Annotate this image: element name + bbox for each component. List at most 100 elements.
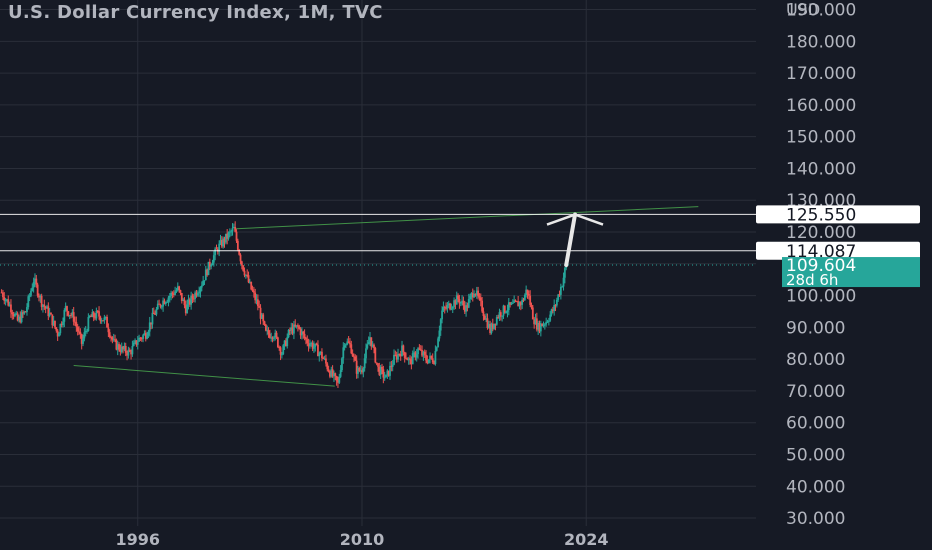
candle-body <box>345 344 347 346</box>
candle-body <box>333 373 335 377</box>
candle-body <box>301 331 303 336</box>
arrow-head[interactable] <box>546 213 604 226</box>
candle-body <box>216 248 219 252</box>
candle-body <box>0 292 3 294</box>
candle-body <box>212 255 215 263</box>
candle-body <box>46 306 48 309</box>
candle-body <box>163 300 166 304</box>
candle-body <box>515 301 518 303</box>
candle-body <box>354 356 357 361</box>
candle-body <box>236 240 239 250</box>
candle-body <box>313 346 315 349</box>
candle-body <box>280 354 283 356</box>
candle-body <box>467 299 470 308</box>
candle-body <box>346 341 349 345</box>
candle-body <box>80 334 83 344</box>
candle-body <box>187 299 190 305</box>
candle-body <box>232 226 235 228</box>
candle-body <box>95 311 98 319</box>
levels-layer[interactable] <box>0 212 756 268</box>
candle-body <box>195 292 198 296</box>
price-tick-label: 150.000 <box>786 128 856 148</box>
candle-body <box>519 302 522 305</box>
candle-body <box>59 323 62 334</box>
candle-body <box>381 366 383 370</box>
candle-body <box>394 354 397 356</box>
price-tick-label: 90.000 <box>786 318 845 338</box>
price-tick-label: 50.000 <box>786 445 845 465</box>
candle-body <box>501 315 504 317</box>
candle-body <box>414 352 417 358</box>
candle-body <box>67 311 70 316</box>
candle-body <box>215 248 218 250</box>
candle-body <box>341 358 343 371</box>
arrow-shaft[interactable] <box>564 212 578 268</box>
trendlines-layer[interactable] <box>73 206 699 387</box>
candle-body <box>553 305 556 312</box>
candle-body <box>44 306 47 309</box>
candle-body <box>246 274 249 276</box>
candle-body <box>259 307 262 319</box>
candle-body <box>403 352 406 358</box>
candle-body <box>100 320 103 322</box>
candle-body <box>183 299 186 306</box>
candle-body <box>307 343 310 347</box>
lower-trendline[interactable] <box>73 365 335 387</box>
candle-body <box>350 344 353 354</box>
candle-body <box>22 312 24 314</box>
candle-body <box>191 295 194 299</box>
candle-body <box>160 306 163 308</box>
price-tick-label: 180.000 <box>786 32 856 52</box>
time-axis[interactable]: 1996 2010 2024 <box>0 526 756 550</box>
candle-body <box>359 370 362 372</box>
candle-body <box>466 305 469 308</box>
candle-body <box>12 314 15 317</box>
candle-body <box>521 299 524 305</box>
candle-body <box>481 300 484 312</box>
candle-body <box>547 320 550 322</box>
candle-body <box>435 347 438 351</box>
candle-body <box>442 307 445 311</box>
candle-body <box>499 312 502 317</box>
candle-body <box>132 342 135 346</box>
label-current-bg[interactable] <box>782 257 920 288</box>
candle-body <box>240 261 243 266</box>
currency-label: USD <box>786 0 821 19</box>
upper-trendline[interactable] <box>233 206 699 230</box>
candle-body <box>438 330 441 339</box>
label-125-550-bg[interactable] <box>756 205 920 224</box>
candle-body <box>239 254 242 262</box>
candle-body <box>509 302 512 305</box>
candle-body <box>251 289 254 292</box>
candle-body <box>116 344 119 350</box>
candle-body <box>418 348 421 350</box>
candle-body <box>156 303 159 310</box>
candle-body <box>383 377 386 379</box>
candle-body <box>199 287 202 293</box>
candle-body <box>112 339 115 341</box>
candle-body <box>155 309 158 315</box>
candle-body <box>550 309 553 315</box>
candle-body <box>387 370 390 376</box>
candle-body <box>51 314 54 326</box>
label-114-087-bg[interactable] <box>756 241 920 260</box>
candle-body <box>184 305 187 314</box>
candle-body <box>96 311 99 313</box>
candle-body <box>361 370 363 373</box>
candle-body <box>462 300 465 306</box>
candle-body <box>310 343 313 345</box>
price-tick-label: 190.000 <box>786 1 856 21</box>
candle-body <box>495 317 498 325</box>
candle-body <box>429 355 431 360</box>
candle-body <box>279 347 282 355</box>
candle-body <box>326 363 329 370</box>
candle-body <box>314 343 317 347</box>
candle-body <box>55 327 58 331</box>
grid-lines <box>0 0 756 526</box>
candle-body <box>83 332 86 339</box>
candle-body <box>107 327 110 333</box>
candle-body <box>203 280 206 282</box>
candle-body <box>397 353 399 360</box>
price-axis[interactable]: 30.000 40.000 50.000 60.000 70.000 80.000 90.0… <box>756 0 932 550</box>
